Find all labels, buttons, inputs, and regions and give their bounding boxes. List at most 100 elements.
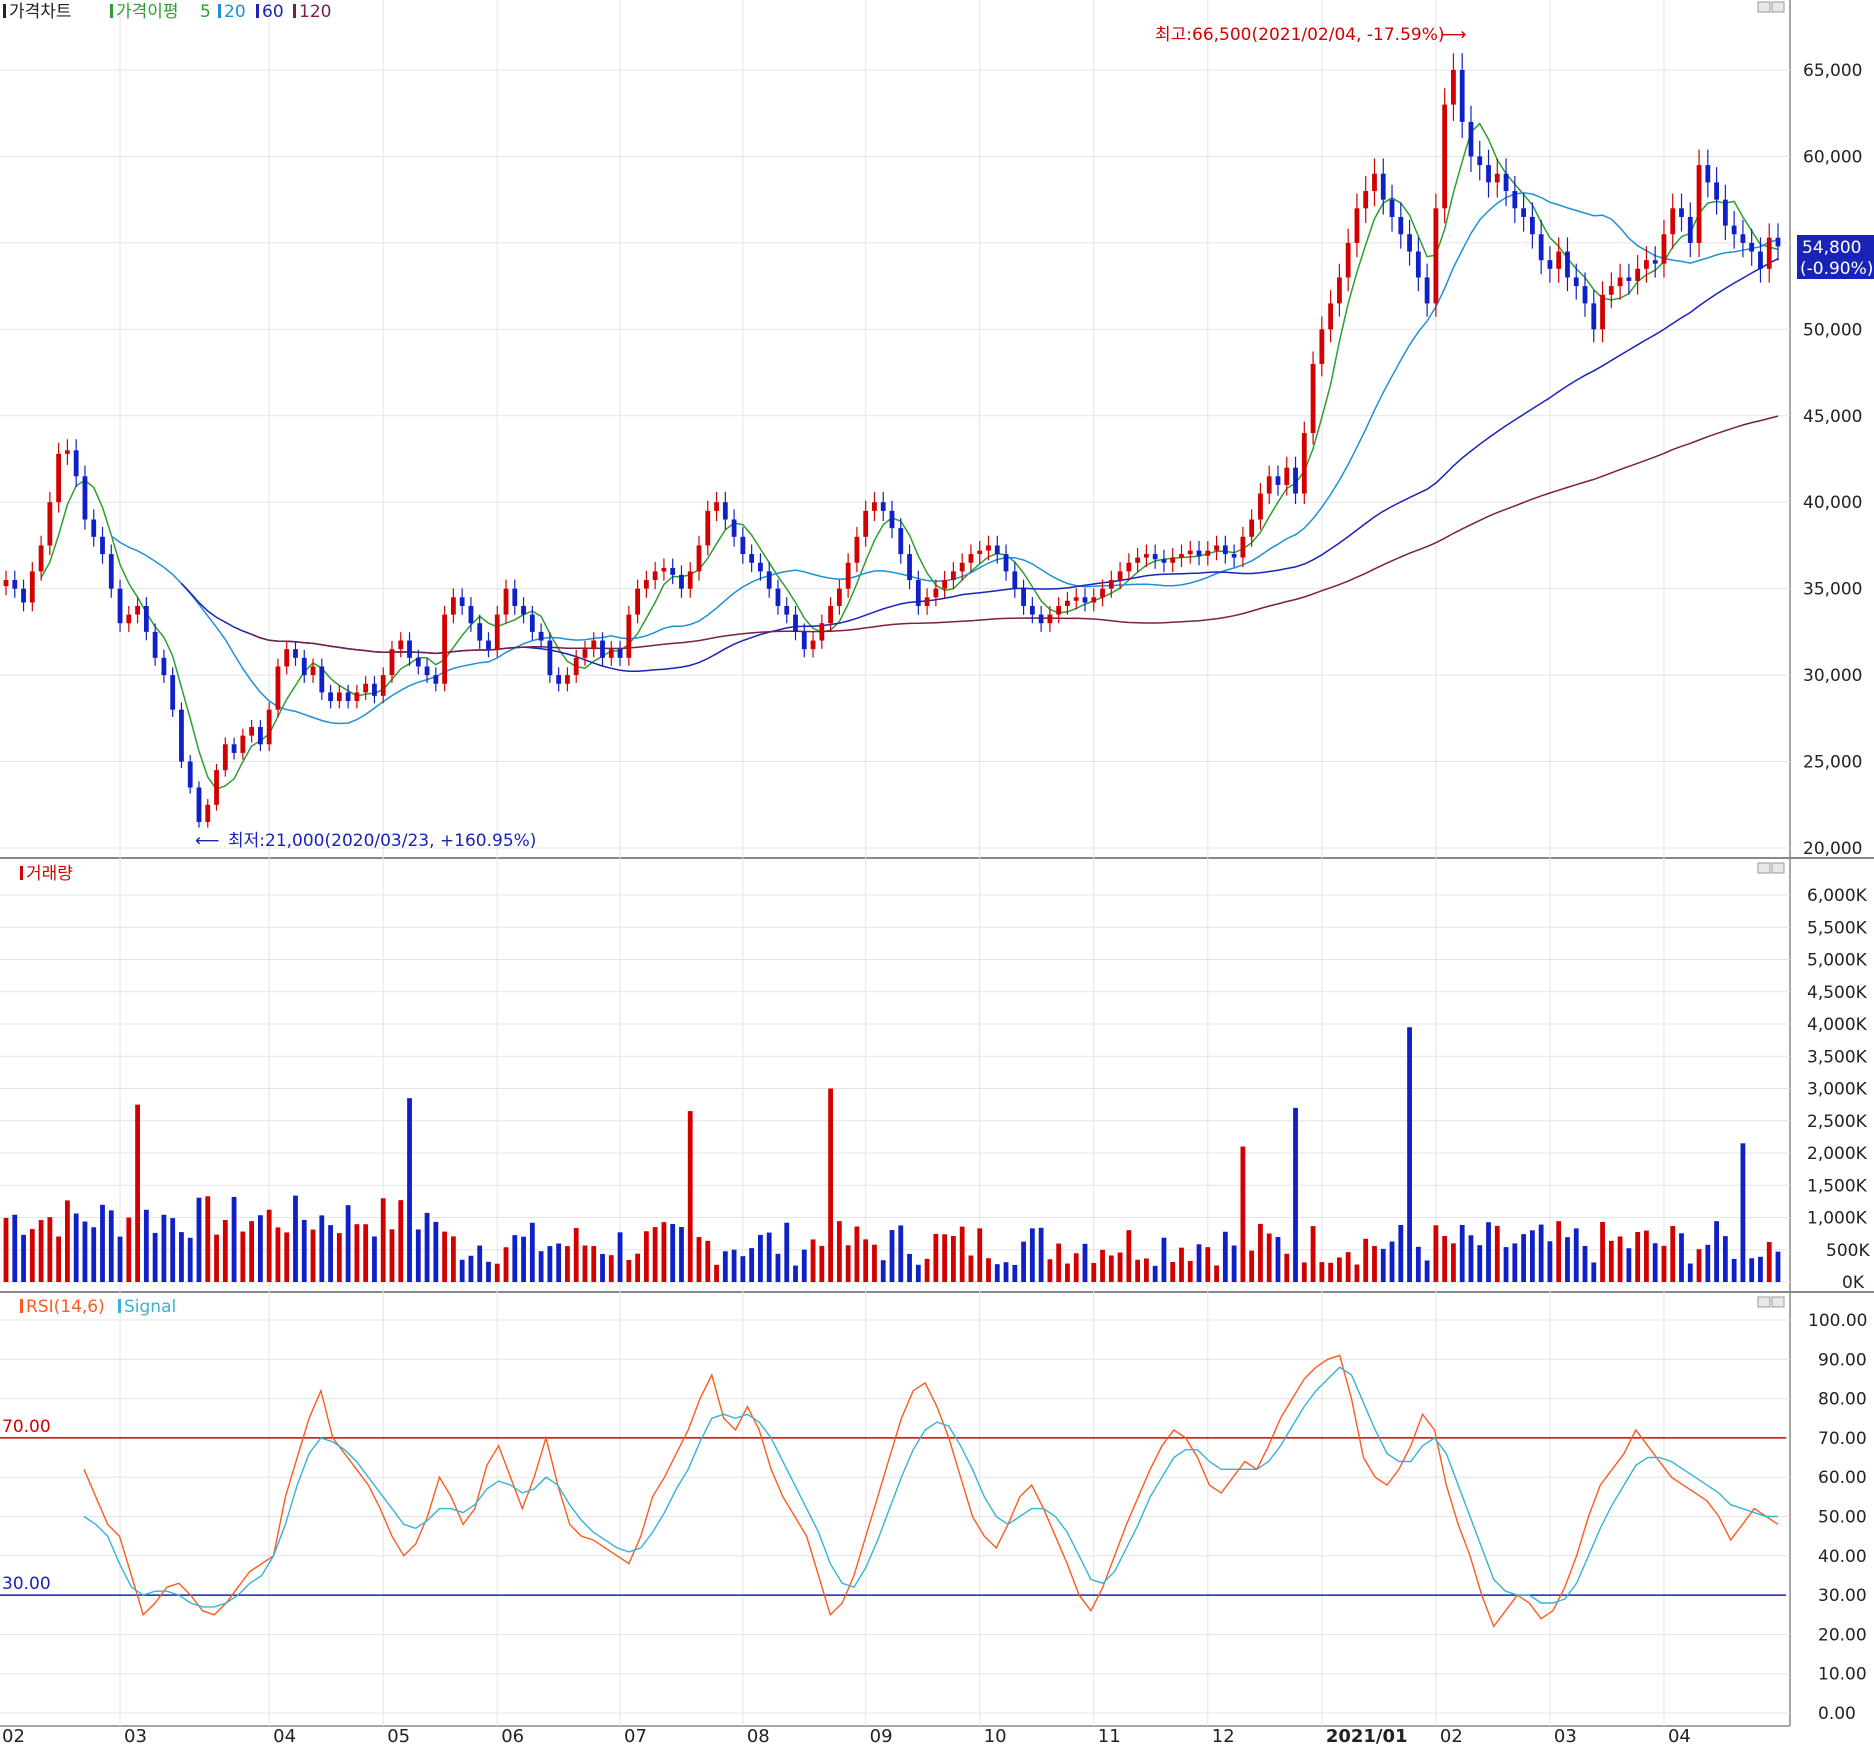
volume-bar	[1529, 1230, 1535, 1282]
minimize-icon[interactable]	[1757, 1, 1771, 13]
volume-bar	[1407, 1027, 1412, 1282]
candle-body	[126, 614, 132, 624]
volume-bar	[424, 1212, 430, 1282]
volume-bar	[345, 1205, 351, 1282]
volume-bar	[1679, 1233, 1684, 1282]
rsi-panel	[0, 1294, 1792, 1726]
candle-body	[1073, 597, 1079, 601]
candle-body	[249, 726, 255, 736]
volume-bar	[1521, 1234, 1527, 1282]
volume-bar	[231, 1196, 237, 1282]
rsi-panel-controls[interactable]	[1757, 1296, 1785, 1308]
volume-bar	[1512, 1243, 1518, 1282]
volume-y-tick: 500K	[1826, 1241, 1870, 1261]
volume-bar	[1468, 1235, 1474, 1282]
candle-body	[266, 709, 272, 745]
candle-body	[1740, 234, 1746, 243]
candle-body	[1442, 104, 1448, 209]
current-price: 54,800	[1802, 238, 1861, 258]
price-y-tick: 25,000	[1803, 753, 1862, 773]
candle-body	[1407, 234, 1412, 252]
candle-body	[626, 614, 632, 658]
candle-body	[1424, 277, 1430, 304]
candle-body	[1415, 251, 1421, 278]
volume-y-tick: 0K	[1842, 1273, 1865, 1293]
candle-body	[275, 666, 281, 710]
volume-bar	[1275, 1237, 1281, 1282]
candle-body	[977, 550, 983, 555]
volume-bar	[731, 1249, 737, 1282]
x-tick-label: 04	[273, 1726, 296, 1746]
volume-bar	[1012, 1264, 1018, 1282]
legend-volume-marker	[20, 866, 23, 880]
candle-body	[1091, 597, 1097, 603]
rsi-y-tick: 40.00	[1818, 1547, 1867, 1567]
candle-body	[1608, 286, 1614, 295]
volume-bar	[135, 1104, 140, 1282]
volume-bar	[573, 1228, 579, 1282]
candle-body	[1354, 208, 1360, 243]
candle-body	[819, 623, 825, 641]
volume-bar	[1433, 1225, 1439, 1282]
volume-bar	[222, 1220, 228, 1282]
volume-bar	[1003, 1262, 1009, 1282]
volume-bar	[810, 1239, 816, 1282]
volume-bar	[1231, 1245, 1237, 1282]
volume-bar	[12, 1214, 18, 1282]
candle-body	[47, 502, 53, 546]
close-icon[interactable]	[1771, 1, 1785, 13]
volume-bar	[1547, 1241, 1553, 1282]
volume-bar	[1345, 1252, 1351, 1282]
low-arrow: ⟵	[195, 831, 219, 851]
volume-bar	[608, 1255, 614, 1282]
candle-body	[222, 744, 228, 771]
volume-bar	[1266, 1233, 1272, 1282]
candle-body	[1573, 277, 1579, 287]
volume-bar	[1126, 1230, 1132, 1282]
volume-bar	[1503, 1247, 1509, 1282]
minimize-icon[interactable]	[1757, 1296, 1771, 1308]
candle-body	[1258, 493, 1263, 520]
legend-rsi-marker	[20, 1299, 23, 1313]
volume-bar	[547, 1246, 553, 1282]
volume-bar	[819, 1245, 825, 1282]
volume-bar	[3, 1217, 9, 1282]
volume-bar	[38, 1220, 44, 1282]
volume-bar	[898, 1225, 904, 1282]
legend-ma-marker	[110, 4, 113, 18]
close-icon[interactable]	[1771, 1296, 1785, 1308]
candle-body	[1538, 234, 1544, 261]
candle-body	[521, 605, 526, 615]
volume-bar	[1775, 1251, 1781, 1282]
volume-bar	[1073, 1253, 1079, 1282]
price-y-tick: 20,000	[1803, 839, 1862, 859]
volume-bar	[977, 1228, 983, 1282]
volume-bar	[319, 1215, 325, 1282]
price-panel-controls[interactable]	[1757, 1, 1785, 13]
volume-bar	[1477, 1245, 1483, 1282]
candle-body	[1529, 216, 1535, 235]
volume-bar	[872, 1244, 877, 1282]
volume-bar	[73, 1213, 79, 1282]
volume-bar	[1021, 1241, 1026, 1282]
candle-body	[1126, 562, 1132, 572]
x-tick-label: 11	[1098, 1726, 1121, 1746]
volume-bar	[1486, 1222, 1491, 1282]
volume-bar	[565, 1246, 570, 1282]
x-tick-label: 03	[1554, 1726, 1577, 1746]
rsi-legend: RSI(14,6) Signal	[20, 1297, 176, 1317]
candle-body	[284, 649, 290, 667]
volume-panel-controls[interactable]	[1757, 862, 1785, 874]
minimize-icon[interactable]	[1757, 862, 1771, 874]
rsi-reference-label: 30.00	[2, 1574, 51, 1594]
rsi-y-tick: 0.00	[1818, 1704, 1856, 1724]
candle-body	[1170, 557, 1176, 563]
rsi-y-tick: 10.00	[1818, 1665, 1867, 1685]
volume-bar	[582, 1245, 588, 1282]
volume-y-tick: 2,000K	[1807, 1144, 1868, 1164]
close-icon[interactable]	[1771, 862, 1785, 874]
candle-body	[1679, 208, 1684, 217]
candle-body	[801, 631, 807, 650]
candle-body	[986, 545, 991, 551]
x-tick-label: 09	[870, 1726, 893, 1746]
